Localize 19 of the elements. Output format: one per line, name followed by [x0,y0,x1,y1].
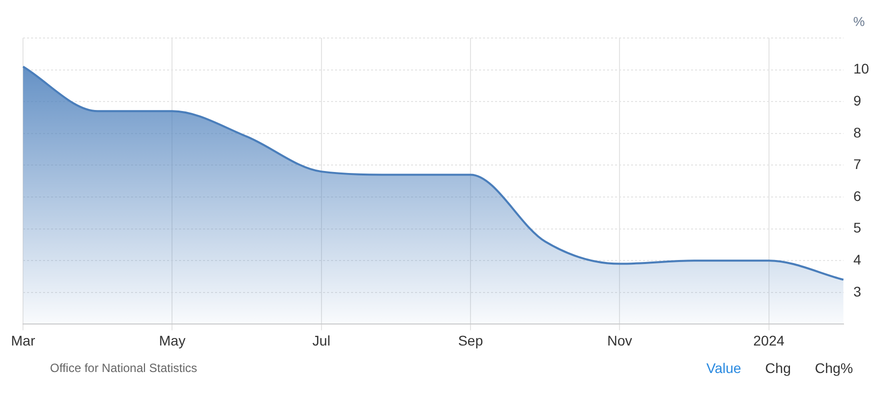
y-axis-title: % [853,14,866,29]
y-tick-label: 10 [853,60,870,77]
x-tick-label: Mar [10,332,36,348]
x-tick-label: 2024 [753,332,785,348]
y-tick-label: 6 [853,188,862,204]
y-tick-label: 3 [853,283,862,300]
y-tick-label: 9 [853,92,862,108]
x-tick-label: Jul [312,332,330,348]
y-tick-label: 8 [853,124,862,140]
y-tick-label: 5 [853,220,862,236]
x-tick-label: Nov [607,332,632,348]
text: Chg% [814,360,853,376]
text: Value [706,360,742,376]
x-tick-label: Sep [458,332,484,348]
y-tick-label: 4 [853,251,862,268]
text: Chg [765,360,791,376]
y-tick-label: 7 [853,156,862,172]
x-tick-label: May [158,332,186,348]
text: Office for National Statistics [50,361,198,375]
